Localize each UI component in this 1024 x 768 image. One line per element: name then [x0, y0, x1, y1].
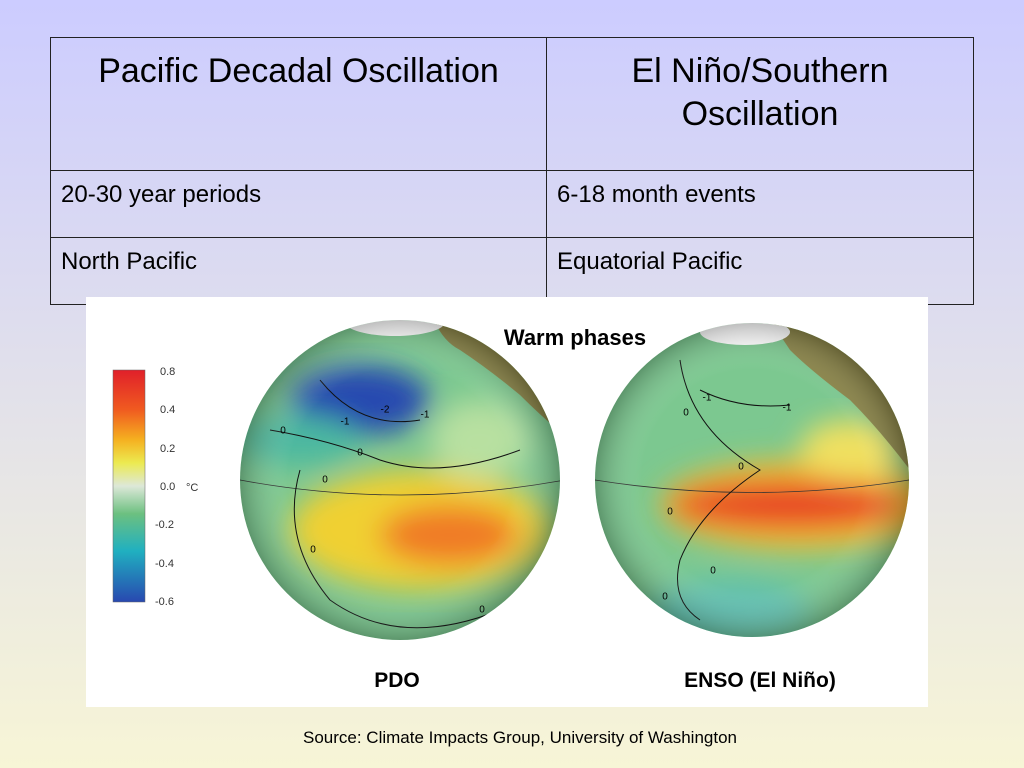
pdo-globe: [240, 320, 560, 640]
contour-label: -1: [341, 417, 350, 428]
contour-label: 0: [710, 566, 716, 577]
contour-label: 0: [479, 605, 485, 616]
colorbar-tick: 0.2: [160, 443, 175, 455]
comparison-table: Pacific Decadal Oscillation El Niño/South…: [50, 37, 974, 305]
contour-label: 0: [357, 448, 363, 459]
figure-title: Warm phases: [504, 325, 646, 350]
panel-label: PDO: [374, 669, 420, 692]
panel-label: ENSO (El Niño): [684, 669, 836, 692]
colorbar: [112, 369, 146, 603]
colorbar-tick: 0.0: [160, 481, 175, 493]
source: Source: Climate Impacts Group, Universit…: [303, 728, 737, 747]
contour-label: -2: [381, 405, 390, 416]
contour-label: 0: [310, 545, 316, 556]
colorbar-tick: -0.2: [155, 519, 174, 531]
cell: Equatorial Pacific: [546, 237, 974, 305]
contour-label: -1: [421, 410, 430, 421]
contour-label: 0: [322, 475, 328, 486]
colorbar-tick: 0.4: [160, 404, 175, 416]
colorbar-unit: °C: [186, 482, 198, 494]
header-cell: El Niño/Southern Oscillation: [546, 37, 974, 171]
contour-label: 0: [667, 507, 673, 518]
contour-label: 0: [738, 462, 744, 473]
cell: 6-18 month events: [546, 170, 974, 238]
contour-label: -1: [783, 403, 792, 414]
cell: 20-30 year periods: [50, 170, 547, 238]
cell: North Pacific: [50, 237, 547, 305]
enso-globe: [595, 323, 909, 637]
contour-label: 0: [662, 592, 668, 603]
contour-label: -1: [703, 393, 712, 404]
contour-label: 0: [280, 426, 286, 437]
colorbar-tick: 0.8: [160, 366, 175, 378]
colorbar-tick: -0.4: [155, 558, 174, 570]
colorbar-tick: -0.6: [155, 596, 174, 608]
header-cell: Pacific Decadal Oscillation: [50, 37, 547, 171]
contour-label: 0: [683, 408, 689, 419]
